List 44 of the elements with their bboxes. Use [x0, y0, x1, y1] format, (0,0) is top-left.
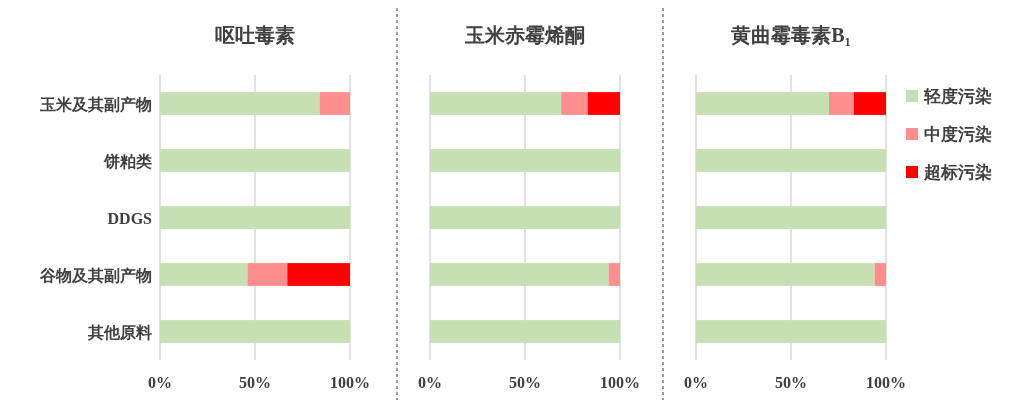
bar: [829, 92, 854, 115]
bar: [430, 263, 609, 286]
bar: [561, 92, 588, 115]
bar: [430, 92, 562, 115]
chart-title: 黄曲霉毒素B₁: [730, 24, 851, 46]
x-tick-label: 100%: [600, 374, 640, 391]
y-tick-label: 其他原料: [87, 323, 152, 341]
bar: [247, 263, 288, 286]
legend-label: 超标污染: [923, 163, 992, 182]
bar: [160, 149, 350, 172]
bar: [696, 320, 886, 343]
x-tick-label: 0%: [148, 374, 172, 391]
y-tick-label: DDGS: [107, 209, 153, 227]
bar: [696, 149, 886, 172]
bar: [874, 263, 886, 286]
bar: [696, 92, 829, 115]
bar: [608, 263, 620, 286]
legend-label: 中度污染: [924, 125, 992, 144]
x-tick-label: 100%: [330, 374, 370, 391]
y-tick-label: 玉米及其副产物: [39, 95, 152, 113]
y-tick-label: 饼粕类: [103, 152, 152, 170]
bar: [696, 206, 886, 229]
bar: [587, 92, 620, 115]
bar: [160, 206, 350, 229]
bar: [853, 92, 886, 115]
bar: [430, 206, 620, 229]
x-tick-label: 100%: [866, 374, 906, 391]
x-tick-label: 50%: [239, 374, 271, 391]
y-tick-label: 谷物及其副产物: [39, 266, 152, 284]
bar: [696, 263, 875, 286]
x-tick-label: 0%: [684, 374, 708, 391]
bar: [430, 149, 620, 172]
bar: [319, 92, 350, 115]
x-tick-label: 0%: [418, 374, 442, 391]
bar: [160, 92, 320, 115]
bar: [287, 263, 350, 286]
bar: [160, 320, 350, 343]
x-tick-label: 50%: [509, 374, 541, 391]
x-tick-label: 50%: [775, 374, 807, 391]
bar: [160, 263, 248, 286]
chart-title: 玉米赤霉烯酮: [464, 24, 585, 46]
legend-label: 轻度污染: [923, 87, 992, 106]
chart-title: 呕吐毒素: [215, 24, 295, 46]
bar: [430, 320, 620, 343]
